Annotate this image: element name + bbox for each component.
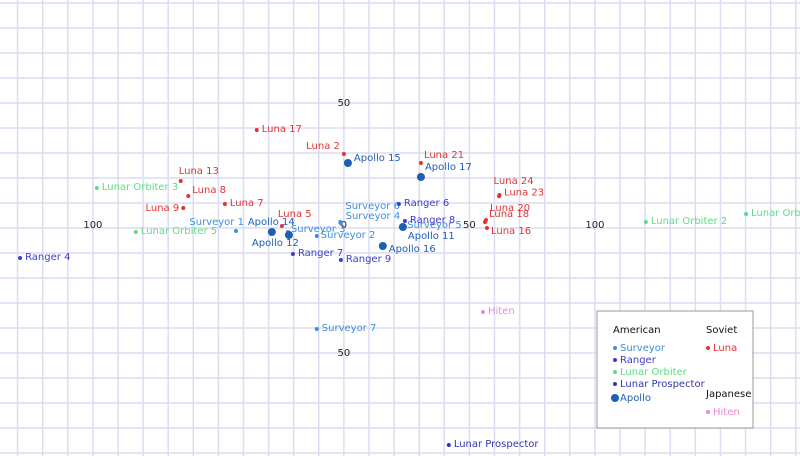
site-label: Lunar Orbiter 5: [141, 226, 217, 237]
legend-group-title: Japanese: [705, 389, 751, 400]
legend-box: [596, 310, 754, 429]
site-marker: [343, 159, 352, 167]
site-marker: [133, 230, 138, 234]
site-label: Luna 9: [145, 203, 179, 214]
legend-marker: [611, 394, 619, 402]
legend-label: Lunar Orbiter: [620, 367, 688, 378]
site-marker: [186, 194, 191, 198]
legend-marker: [613, 382, 617, 386]
legend-group-title: Soviet: [706, 325, 737, 336]
site-label: Ranger 9: [346, 254, 391, 265]
legend-marker: [613, 358, 617, 362]
site-label: Luna 16: [491, 226, 531, 237]
site-label: Luna 7: [230, 198, 264, 209]
legend-marker: [706, 410, 710, 414]
legend-label: Ranger: [620, 355, 657, 366]
site-label: Luna 21: [424, 150, 464, 161]
site-marker: [416, 173, 425, 181]
site-label: Ranger 7: [298, 248, 343, 259]
site-label: Apollo 16: [389, 244, 436, 255]
site-marker: [181, 206, 186, 210]
site-label: Luna 20: [490, 203, 530, 214]
site-marker: [233, 229, 238, 233]
site-label: Lunar Prospector: [454, 439, 540, 450]
legend-label: Lunar Prospector: [620, 379, 706, 390]
site-label: Lunar Orbiter 1: [751, 208, 800, 219]
legend-group-title: American: [613, 325, 661, 336]
site-label: Luna 8: [192, 185, 226, 196]
legend-label: Luna: [713, 343, 737, 354]
site-marker: [480, 310, 485, 314]
site-marker: [284, 231, 293, 239]
site-marker: [338, 220, 343, 224]
legend-marker: [706, 346, 710, 350]
legend-marker: [613, 346, 617, 350]
site-label: Ranger 4: [25, 252, 70, 263]
legend-label: Hiten: [713, 407, 740, 418]
x-tick-label: 0: [341, 220, 347, 231]
site-marker: [398, 223, 407, 231]
site-marker: [483, 218, 488, 222]
x-tick-label: 100: [83, 220, 102, 231]
site-marker: [338, 258, 343, 262]
site-label: Lunar Orbiter 3: [102, 182, 178, 193]
site-label: Luna 13: [179, 166, 219, 177]
site-label: Surveyor 2: [321, 230, 376, 241]
site-marker: [94, 186, 99, 190]
site-label: Ranger 8: [410, 215, 455, 226]
site-label: Apollo 17: [425, 162, 472, 173]
site-label: Surveyor 6: [345, 201, 400, 212]
site-label: Apollo 11: [408, 231, 455, 242]
site-label: Luna 5: [278, 209, 312, 220]
legend-label: Apollo: [620, 393, 651, 404]
site-label: Surveyor 5: [407, 220, 462, 231]
site-marker: [402, 219, 407, 223]
site-marker: [314, 327, 319, 331]
site-marker: [267, 228, 276, 236]
site-marker: [378, 242, 387, 250]
site-label: Surveyor 1: [189, 217, 244, 228]
site-marker: [18, 256, 23, 260]
site-marker: [497, 193, 502, 197]
site-marker: [279, 224, 284, 228]
site-marker: [341, 152, 346, 156]
legend-label: Surveyor: [620, 343, 666, 354]
site-marker: [222, 202, 227, 206]
site-label: Surveyor 3: [291, 224, 346, 235]
site-label: Apollo 15: [354, 153, 401, 164]
site-label: Surveyor 7: [322, 323, 377, 334]
site-label: Luna 17: [262, 124, 302, 135]
site-marker: [396, 202, 401, 206]
site-marker: [446, 443, 451, 447]
site-label: Luna 23: [504, 187, 544, 198]
y-tick-label: 50: [338, 348, 351, 359]
site-label: Hiten: [488, 306, 515, 317]
site-label: Surveyor 4: [346, 211, 401, 222]
site-marker: [744, 212, 749, 216]
site-label: Luna 2: [306, 141, 340, 152]
site-marker: [290, 252, 295, 256]
site-label: Lunar Orbiter 2: [651, 216, 727, 227]
y-tick-label: 50: [338, 98, 351, 109]
site-label: Luna 18: [489, 209, 529, 220]
x-tick-label: 100: [585, 220, 604, 231]
site-marker: [484, 226, 489, 230]
x-tick-label: 50: [463, 220, 476, 231]
legend-marker: [613, 370, 617, 374]
site-marker: [178, 179, 183, 183]
site-label: Apollo 12: [252, 238, 299, 249]
site-marker: [418, 161, 423, 165]
site-marker: [254, 128, 259, 132]
site-marker: [314, 234, 319, 238]
site-label: Ranger 6: [404, 198, 449, 209]
site-marker: [643, 220, 648, 224]
site-label: Apollo 14: [248, 217, 295, 228]
site-label: Luna 24: [494, 176, 534, 187]
